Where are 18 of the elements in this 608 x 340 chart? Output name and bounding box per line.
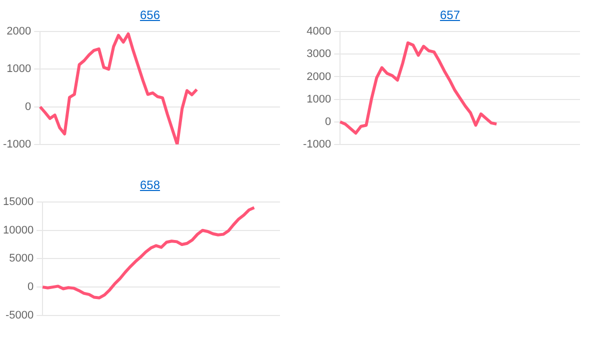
y-tick-label: 10000 <box>2 224 34 236</box>
y-tick-label: 1000 <box>306 93 332 106</box>
y-tick-label: 5000 <box>9 252 34 265</box>
chart-title: 658 <box>138 178 162 192</box>
y-tick-label: 0 <box>27 281 34 294</box>
y-tick-label: 15000 <box>2 196 34 208</box>
y-tick-label: 3000 <box>306 48 332 60</box>
y-tick-label: -1000 <box>2 138 32 150</box>
y-tick-label: -1000 <box>302 138 332 150</box>
chart-title: 657 <box>438 8 462 22</box>
y-tick-label: 2000 <box>306 70 332 83</box>
y-tick-label: -5000 <box>5 309 34 322</box>
y-tick-label: 0 <box>25 100 32 113</box>
chart-title: 656 <box>138 8 162 22</box>
y-tick-label: 2000 <box>6 26 32 38</box>
y-tick-label: 1000 <box>6 63 32 76</box>
y-tick-label: 4000 <box>306 26 332 38</box>
y-tick-label: 0 <box>325 116 332 128</box>
